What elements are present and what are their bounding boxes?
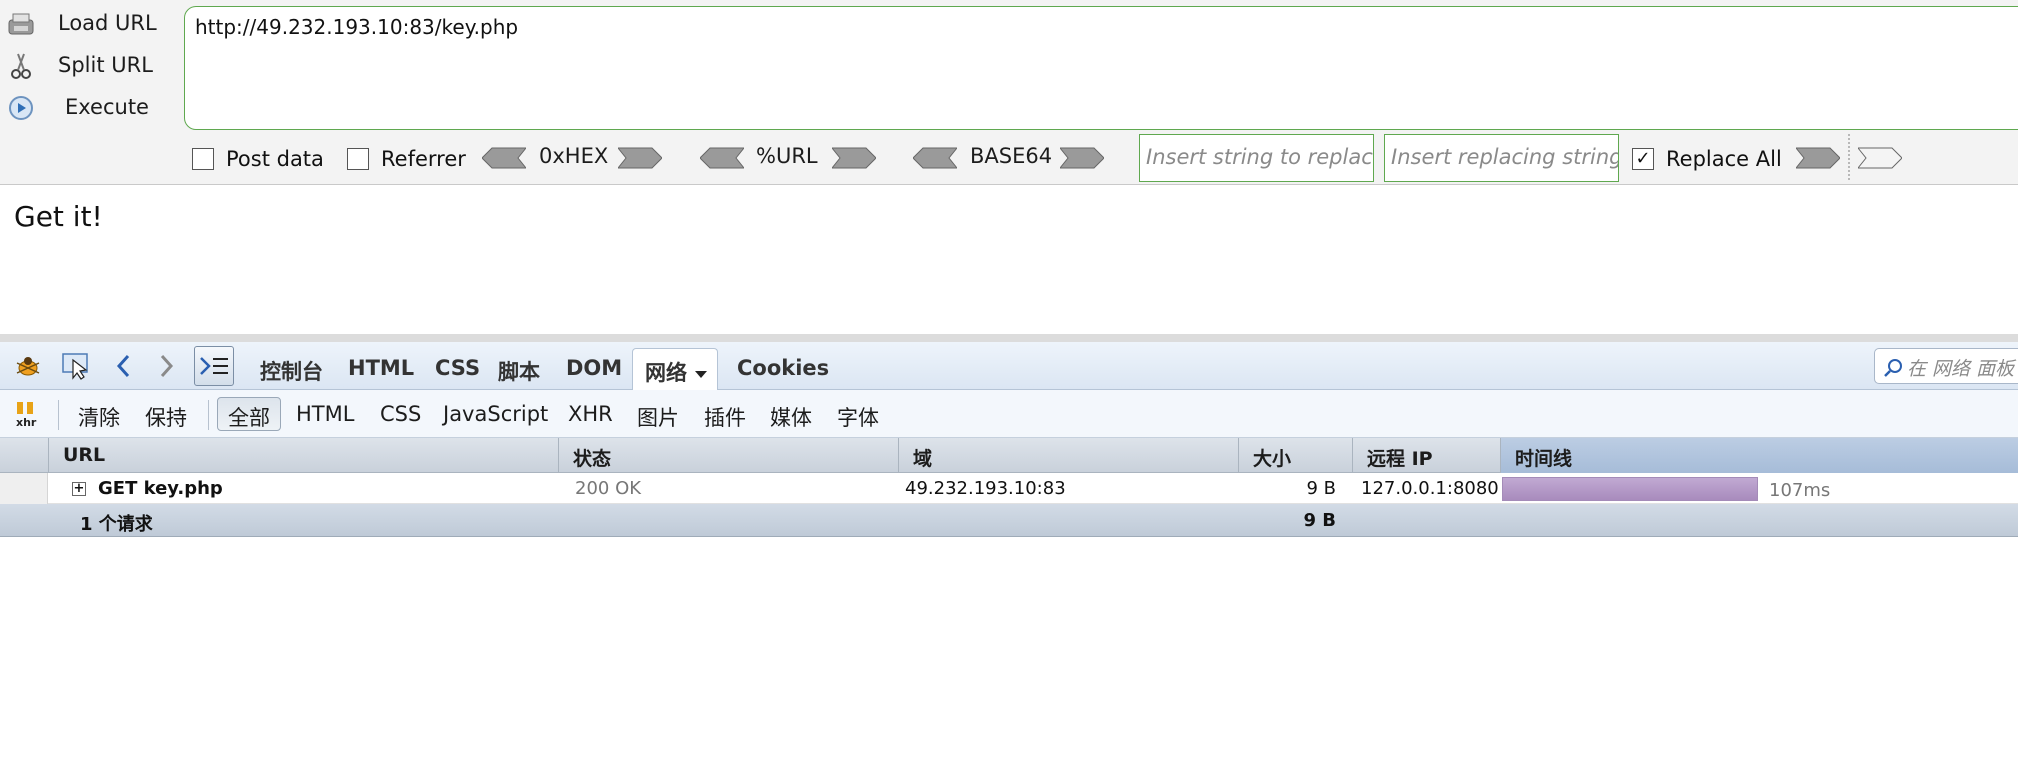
split-url-button[interactable]: Split URL [0,44,185,86]
command-line-button[interactable] [194,346,234,386]
row-url[interactable]: GET key.php [98,478,223,499]
filter-html[interactable]: HTML [296,402,355,426]
timeline-bar[interactable] [1502,477,1758,501]
toolbar-divider [1848,134,1850,180]
filter-css[interactable]: CSS [380,402,422,426]
hackbar-toolbar: Load URL Split URL Execute http://49.232… [0,0,2018,185]
tab-dom[interactable]: DOM [566,356,623,380]
search-icon [1884,359,1902,377]
filter-all[interactable]: 全部 [217,397,281,431]
post-data-label: Post data [226,147,324,171]
panel-search-placeholder: 在 网络 面板 [1907,358,2015,380]
chevron-left-icon [116,354,130,378]
tab-css[interactable]: CSS [435,356,481,380]
column-url[interactable]: URL [48,438,558,473]
replacing-string-input[interactable]: Insert replacing string [1384,134,1619,182]
forward-button[interactable] [148,349,184,383]
tab-console[interactable]: 控制台 [260,360,323,384]
filter-xhr[interactable]: XHR [568,402,613,426]
split-url-label: Split URL [58,53,153,77]
column-remote-ip[interactable]: 远程 IP [1352,438,1500,473]
url-textarea[interactable]: http://49.232.193.10:83/key.php [184,6,2018,130]
page-body-text: Get it! [14,200,103,233]
load-url-button[interactable]: Load URL [0,2,185,44]
filter-divider [58,400,59,430]
column-size[interactable]: 大小 [1238,438,1352,473]
persist-button[interactable]: 保持 [145,406,187,430]
load-url-icon [8,13,34,35]
row-time: 107ms [1769,480,1831,501]
filter-divider [208,400,209,430]
filter-images[interactable]: 图片 [637,406,679,430]
panel-splitter[interactable] [0,334,2018,342]
xhr-spy-button[interactable]: xhr [14,400,42,432]
tab-net-label: 网络 [645,361,687,385]
column-timeline[interactable]: 时间线 [1500,438,2018,473]
tab-html[interactable]: HTML [348,356,415,380]
replace-all-checkbox[interactable]: ✓ [1632,148,1654,170]
table-row[interactable]: + GET key.php 200 OK 49.232.193.10:83 9 … [0,473,2018,504]
summary-size: 9 B [1303,510,1336,531]
firebug-tab-bar: 控制台 HTML CSS 脚本 DOM 网络 Cookies 在 网络 面板 [0,342,2018,391]
hex-encode-arrow-icon[interactable] [618,146,662,170]
load-url-label: Load URL [58,11,157,35]
url-encode-arrow-icon[interactable] [832,146,876,170]
firebug-bug-icon [16,357,40,376]
net-filter-bar: xhr 清除 保持 全部 HTML CSS JavaScript XHR 图片 … [0,390,2018,438]
post-data-option[interactable]: Post data [192,144,324,174]
column-domain[interactable]: 域 [898,438,1238,473]
row-remote-ip: 127.0.0.1:8080 [1361,478,1499,499]
base64-label: BASE64 [970,144,1053,168]
hex-label: 0xHEX [539,144,609,168]
hex-decode-arrow-icon[interactable] [482,146,526,170]
base64-encode-arrow-icon[interactable] [1060,146,1104,170]
net-table-header: URL 状态 域 大小 远程 IP 时间线 [0,438,2018,473]
filter-media[interactable]: 媒体 [770,406,812,430]
row-size: 9 B [1306,478,1336,499]
replace-next-arrow-icon[interactable] [1858,146,1902,170]
tab-script[interactable]: 脚本 [498,360,540,384]
referrer-checkbox[interactable] [347,148,369,170]
url-label: %URL [756,144,818,168]
execute-label: Execute [65,95,149,119]
filter-plugins[interactable]: 插件 [704,406,746,430]
row-domain: 49.232.193.10:83 [905,478,1066,499]
chevron-down-icon[interactable] [695,370,707,378]
chevron-right-icon [160,354,174,378]
column-status[interactable]: 状态 [558,438,898,473]
post-data-checkbox[interactable] [192,148,214,170]
summary-requests: 1 个请求 [80,514,153,535]
referrer-option[interactable]: Referrer [347,144,466,174]
play-icon [9,96,33,120]
execute-button[interactable]: Execute [0,86,185,128]
inspect-cursor-icon [62,353,88,380]
net-summary-row: 1 个请求 9 B [0,504,2018,537]
tab-net[interactable]: 网络 [632,348,718,391]
expand-row-icon[interactable]: + [72,481,86,496]
replace-all-option[interactable]: ✓ Replace All [1632,144,1782,174]
command-line-icon [200,357,228,375]
clear-button[interactable]: 清除 [78,406,120,430]
base64-decode-arrow-icon[interactable] [913,146,957,170]
svg-text:xhr: xhr [16,416,37,428]
firebug-menu-button[interactable] [10,349,46,383]
panel-search-input[interactable]: 在 网络 面板 [1874,348,2018,384]
scissors-icon [11,53,31,79]
tab-cookies[interactable]: Cookies [737,356,830,380]
inspect-element-button[interactable] [58,349,94,383]
row-status: 200 OK [575,478,642,499]
row-gutter [0,473,48,504]
replace-all-label: Replace All [1666,147,1782,171]
back-button[interactable] [106,349,142,383]
url-decode-arrow-icon[interactable] [700,146,744,170]
filter-javascript[interactable]: JavaScript [443,402,549,426]
xhr-icon: xhr [16,402,37,429]
replace-arrow-icon[interactable] [1796,146,1840,170]
replace-string-input[interactable]: Insert string to replace [1139,134,1374,182]
filter-fonts[interactable]: 字体 [837,406,879,430]
referrer-label: Referrer [381,147,466,171]
